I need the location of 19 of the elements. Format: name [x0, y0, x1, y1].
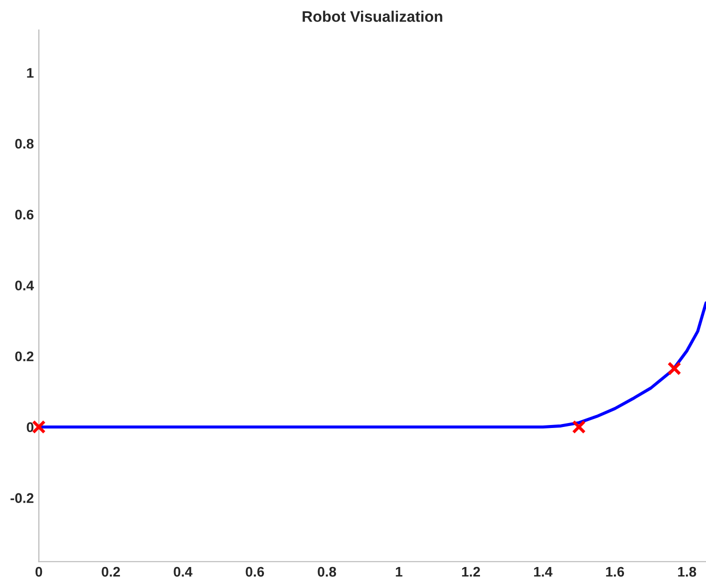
chart-title: Robot Visualization [302, 10, 442, 22]
x-tick-label: 0.2 [102, 566, 120, 577]
y-tick-label: 0.2 [15, 351, 34, 362]
x-tick-label: 0.4 [174, 566, 192, 577]
x-tick-label: 1.4 [534, 567, 552, 577]
y-tick-label: 1 [27, 68, 34, 78]
x-tick-label: 0.6 [246, 566, 264, 577]
x-tick-label: 1.6 [606, 566, 624, 577]
x-tick-label: 1.2 [462, 566, 480, 577]
y-tick-label: 0.4 [15, 280, 34, 290]
x-tick-label: 0 [36, 566, 42, 577]
y-tick-label: 0.6 [15, 210, 34, 220]
line-series [38, 301, 706, 429]
x-tick-label: 0.8 [318, 566, 336, 577]
x-tick-label: 1.8 [678, 566, 696, 577]
y-tick-label: 0 [26, 422, 34, 432]
y-tick-label: 0.8 [15, 138, 34, 149]
y-tick-label: -0.2 [10, 493, 34, 504]
x-tick-label: 1 [396, 567, 402, 577]
